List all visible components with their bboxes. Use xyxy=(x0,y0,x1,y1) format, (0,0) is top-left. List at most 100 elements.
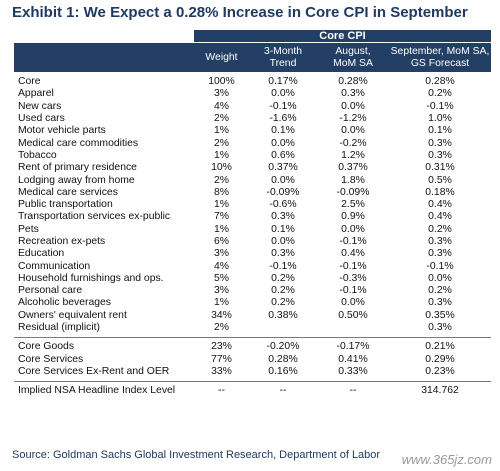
august-cell: 0.0% xyxy=(341,125,365,137)
weight-cell: 2% xyxy=(213,137,230,149)
september-cell: 0.31% xyxy=(425,162,455,174)
table-row: Household furnishings and ops. 5% 0.2% -0.3… xyxy=(14,273,491,285)
august-cell: -0.1% xyxy=(339,285,367,297)
august-cell: 0.41% xyxy=(338,353,368,365)
table-body: Core 100% 0.17% 0.28% 0.28% Apparel 3% 0.0% 0.3%… xyxy=(14,76,491,334)
table-row: Used cars 2% -1.6% -1.2% 1.0% xyxy=(14,113,491,125)
table-row: Lodging away from home 2% 0.0% 1.8% 0.5% xyxy=(14,174,491,186)
table-row: Core 100% 0.17% 0.28% 0.28% xyxy=(14,76,491,88)
cpi-table: Core CPI Weight 3-Month Trend August, MoM … xyxy=(14,30,491,397)
september-cell: 314.762 xyxy=(421,385,459,397)
september-cell: 0.0% xyxy=(428,272,452,284)
summary-section: Core Goods 23% -0.20% -0.17% 0.21% Core Servi… xyxy=(14,337,491,378)
headline-section: Implied NSA Headline Index Level -- -- -- 31… xyxy=(14,381,491,397)
august-cell: 0.33% xyxy=(338,365,368,377)
august-cell: 0.50% xyxy=(338,309,368,321)
september-cell: 0.3% xyxy=(428,137,452,149)
table-row: Personal care 3% 0.2% -0.1% 0.2% xyxy=(14,285,491,297)
weight-cell: 23% xyxy=(211,341,232,353)
row-label: Communication xyxy=(18,260,91,272)
august-cell: 2.5% xyxy=(341,199,365,211)
september-cell: 1.0% xyxy=(428,113,452,125)
september-cell: -0.1% xyxy=(426,260,454,272)
weight-cell: 2% xyxy=(213,322,230,334)
weight-cell: 1% xyxy=(213,125,230,137)
table-row: Tobacco 1% 0.6% 1.2% 0.3% xyxy=(14,150,491,162)
table-row: Rent of primary residence 10% 0.37% 0.37% 0.… xyxy=(14,162,491,174)
row-label: Core Services Ex-Rent and OER xyxy=(18,365,170,377)
august-cell: -1.2% xyxy=(339,113,367,125)
weight-cell: 3% xyxy=(213,285,230,297)
row-label: Residual (implicit) xyxy=(18,322,100,334)
header-september-forecast: September, MoM SA, GS Forecast xyxy=(390,45,490,69)
september-cell: 0.23% xyxy=(425,365,455,377)
trend-cell: 0.2% xyxy=(271,297,295,309)
august-cell: -0.1% xyxy=(339,260,367,272)
august-cell: 0.0% xyxy=(341,100,365,112)
trend-cell: 0.1% xyxy=(271,223,295,235)
summary-row: Core Services Ex-Rent and OER 33% 0.16% 0.3… xyxy=(14,366,491,378)
core-cpi-band: Core CPI xyxy=(194,30,491,42)
trend-cell: 0.0% xyxy=(271,137,295,149)
september-cell: 0.35% xyxy=(425,309,455,321)
september-cell: 0.2% xyxy=(428,88,452,100)
trend-cell: 0.28% xyxy=(268,353,298,365)
row-label: Implied NSA Headline Index Level xyxy=(18,385,176,397)
weight-cell: 5% xyxy=(213,272,230,284)
august-cell: -0.3% xyxy=(339,272,367,284)
row-label: Core xyxy=(18,76,41,88)
weight-cell: 3% xyxy=(213,88,230,100)
august-cell: -0.1% xyxy=(339,236,367,247)
weight-cell: 2% xyxy=(213,174,230,186)
trend-cell: -0.09% xyxy=(266,186,300,198)
table-header: Weight 3-Month Trend August, MoM SA Septem… xyxy=(14,42,491,72)
weight-cell: 33% xyxy=(211,365,232,377)
trend-cell: 0.2% xyxy=(271,285,295,297)
row-label: Education xyxy=(18,248,65,260)
table-row: Residual (implicit) 2% 0.3% xyxy=(14,322,491,334)
row-label: Used cars xyxy=(18,113,65,125)
september-cell: 0.28% xyxy=(425,76,455,88)
weight-cell: 77% xyxy=(211,353,232,365)
row-label: Household furnishings and ops. xyxy=(18,272,164,284)
august-cell: 0.4% xyxy=(341,248,365,260)
table-row: Transportation services ex-public 7% 0.3% 0… xyxy=(14,211,491,223)
august-cell: 0.3% xyxy=(341,88,365,100)
row-label: Pets xyxy=(18,223,39,235)
row-label: New cars xyxy=(18,100,62,112)
weight-cell: 1% xyxy=(213,199,230,211)
august-cell: -0.17% xyxy=(336,341,370,353)
trend-cell: 0.17% xyxy=(268,76,298,88)
september-cell: 0.3% xyxy=(428,297,452,309)
weight-cell: 8% xyxy=(213,186,230,198)
exhibit-title: Exhibit 1: We Expect a 0.28% Increase in… xyxy=(12,4,468,21)
table-row: Medical care services 8% -0.09% -0.09% 0.18% xyxy=(14,187,491,199)
headline-row: Implied NSA Headline Index Level -- -- -- 31… xyxy=(14,385,491,397)
watermark: www.365jz.com xyxy=(401,452,492,467)
table-row: Pets 1% 0.1% 0.0% 0.2% xyxy=(14,224,491,236)
row-label: Medical care services xyxy=(18,186,118,198)
august-cell: 0.28% xyxy=(338,76,368,88)
row-label: Medical care commodities xyxy=(18,137,139,149)
weight-cell: 4% xyxy=(213,260,230,272)
summary-row: Core Goods 23% -0.20% -0.17% 0.21% xyxy=(14,341,491,353)
september-cell: 0.4% xyxy=(428,199,452,211)
table-row: New cars 4% -0.1% 0.0% -0.1% xyxy=(14,101,491,113)
trend-cell: 0.2% xyxy=(271,272,295,284)
august-cell: 0.37% xyxy=(338,162,368,174)
september-cell: 0.3% xyxy=(428,149,452,161)
row-label: Public transportation xyxy=(18,199,113,211)
table-row: Apparel 3% 0.0% 0.3% 0.2% xyxy=(14,88,491,100)
august-cell: -- xyxy=(349,385,357,397)
trend-cell: 0.3% xyxy=(271,211,295,223)
weight-cell: 100% xyxy=(208,76,235,88)
row-label: Transportation services ex-public xyxy=(18,211,171,223)
table-row: Owners' equivalent rent 34% 0.38% 0.50% 0.35… xyxy=(14,310,491,322)
weight-cell: 1% xyxy=(213,149,230,161)
september-cell: 0.4% xyxy=(428,211,452,223)
trend-cell: -0.1% xyxy=(269,260,297,272)
weight-cell: -- xyxy=(218,385,225,397)
header-august: August, MoM SA xyxy=(333,45,373,69)
header-3-month-trend: 3-Month Trend xyxy=(263,45,303,69)
